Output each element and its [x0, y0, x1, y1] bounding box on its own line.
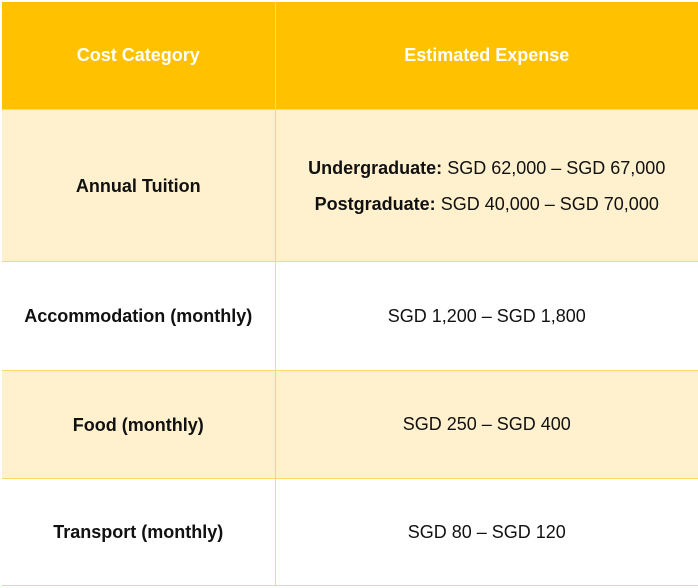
header-estimated-expense: Estimated Expense	[274, 2, 698, 110]
category-cell: Transport (monthly)	[2, 478, 276, 586]
table-row: Annual Tuition Undergraduate: SGD 62,000…	[2, 109, 698, 262]
expense-cell: SGD 1,200 – SGD 1,800	[274, 261, 698, 371]
table-header-row: Cost Category Estimated Expense	[2, 2, 698, 110]
category-cell: Accommodation (monthly)	[2, 261, 276, 371]
undergraduate-line: Undergraduate: SGD 62,000 – SGD 67,000	[282, 153, 693, 183]
table-row: Transport (monthly) SGD 80 – SGD 120	[2, 478, 698, 586]
expense-cell: Undergraduate: SGD 62,000 – SGD 67,000 P…	[274, 109, 698, 262]
postgraduate-line: Postgraduate: SGD 40,000 – SGD 70,000	[282, 189, 693, 219]
expense-value: SGD 40,000 – SGD 70,000	[440, 193, 659, 214]
category-cell: Food (monthly)	[2, 370, 276, 479]
expense-cell: SGD 80 – SGD 120	[274, 478, 698, 586]
table-row: Accommodation (monthly) SGD 1,200 – SGD …	[2, 261, 698, 371]
expense-label: Postgraduate:	[314, 193, 436, 214]
table-row: Food (monthly) SGD 250 – SGD 400	[2, 370, 698, 479]
header-cost-category: Cost Category	[2, 2, 276, 110]
expense-cell: SGD 250 – SGD 400	[274, 370, 698, 479]
expense-value: SGD 62,000 – SGD 67,000	[447, 157, 666, 178]
category-cell: Annual Tuition	[2, 109, 276, 262]
expense-label: Undergraduate:	[308, 157, 443, 178]
